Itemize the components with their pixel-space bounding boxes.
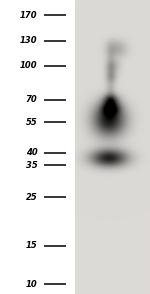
Text: 130: 130 [20,36,38,45]
Text: 10: 10 [26,280,38,288]
Text: 25: 25 [26,193,38,202]
Text: 170: 170 [20,11,38,20]
Text: 15: 15 [26,241,38,250]
Text: 35: 35 [26,161,38,170]
Text: 100: 100 [20,61,38,70]
Text: 55: 55 [26,118,38,127]
Text: 70: 70 [26,95,38,104]
Text: 40: 40 [26,148,38,157]
